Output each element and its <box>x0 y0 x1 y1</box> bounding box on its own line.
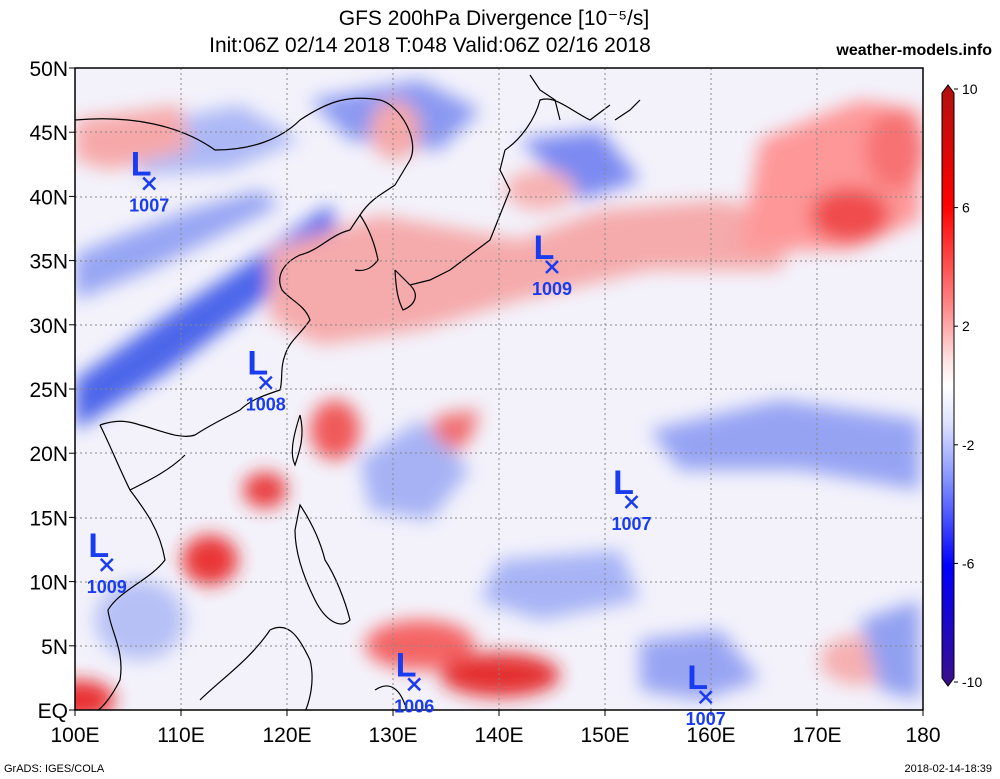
lon-tick-label: 120E <box>262 724 311 747</box>
lat-tick-label: 10N <box>29 572 68 595</box>
low-pressure-marker: L 1009 <box>532 229 572 299</box>
lat-tick-label: 45N <box>29 122 68 145</box>
low-letter: L <box>131 146 152 184</box>
credit-right: 2018-02-14-18:39 <box>904 763 992 775</box>
low-pressure-value: 1007 <box>611 514 651 534</box>
colorbar-tick-label: -6 <box>962 555 975 571</box>
lon-tick-label: 130E <box>368 724 417 747</box>
colorbar-labels: 10 6 2 -2 -6 -10 <box>954 81 982 690</box>
divergence-field <box>75 68 923 710</box>
site-label: weather-models.info <box>836 42 992 59</box>
low-pressure-value: 1006 <box>394 696 434 716</box>
credit-left: GrADS: IGES/COLA <box>4 763 105 775</box>
lon-tick-label: 110E <box>157 724 205 747</box>
low-letter: L <box>687 659 708 697</box>
colorbar <box>941 84 955 687</box>
low-center-mark <box>407 677 422 692</box>
lat-tick-label: 5N <box>41 636 68 659</box>
lat-tick-label: 35N <box>29 251 68 274</box>
low-pressure-value: 1007 <box>129 196 169 216</box>
lat-tick-label: EQ <box>38 700 68 723</box>
low-pressure-value: 1008 <box>246 395 286 415</box>
lon-tick-label: 140E <box>474 724 523 747</box>
colorbar-tick-label: 6 <box>962 200 970 216</box>
lat-tick-label: 25N <box>29 379 68 402</box>
map-title: GFS 200hPa Divergence [10⁻⁵/s] <box>338 7 650 30</box>
lon-tick-label: 100E <box>50 724 99 747</box>
low-letter: L <box>534 229 555 267</box>
low-pressure-value: 1007 <box>686 709 726 729</box>
low-pressure-marker: L 1008 <box>246 345 286 415</box>
coastlines <box>75 74 641 710</box>
low-center-mark <box>698 690 713 705</box>
low-letter: L <box>88 527 109 565</box>
colorbar-tick-label: -10 <box>962 674 982 690</box>
lon-tick-label: 180 <box>905 724 940 747</box>
lon-tick-label: 170E <box>792 724 841 747</box>
lat-tick-label: 30N <box>29 315 68 338</box>
pressure-lows: L 1007 L 1009 L 1008 L 1007 L 1009 L 1006 L 1007 <box>87 146 726 730</box>
low-center-mark <box>258 375 273 390</box>
lon-axis: 100E 110E 120E 130E 140E 150E 160E 170E 180 <box>50 724 940 747</box>
low-pressure-marker: L 1007 <box>129 146 169 216</box>
colorbar-tick-label: -2 <box>962 437 975 453</box>
colorbar-tick-label: 10 <box>962 81 978 97</box>
lat-tick-label: 50N <box>29 58 68 81</box>
gridlines <box>75 68 923 710</box>
lon-tick-label: 160E <box>686 724 735 747</box>
lat-tick-label: 15N <box>29 507 68 530</box>
low-center-mark <box>142 176 157 191</box>
low-pressure-marker: L 1007 <box>611 464 651 534</box>
lat-axis: EQ 5N 10N 15N 20N 25N 30N 35N 40N 45N 50N <box>29 58 68 723</box>
low-pressure-marker: L 1009 <box>87 527 127 597</box>
low-letter: L <box>396 646 417 684</box>
lat-tick-label: 20N <box>29 443 68 466</box>
low-pressure-marker: L 1006 <box>394 646 434 716</box>
low-pressure-value: 1009 <box>532 279 572 299</box>
low-letter: L <box>613 464 634 502</box>
lon-tick-label: 150E <box>580 724 629 747</box>
low-letter: L <box>247 345 268 383</box>
low-center-mark <box>99 558 114 572</box>
low-pressure-marker: L 1007 <box>686 659 726 729</box>
low-pressure-value: 1009 <box>87 577 127 597</box>
colorbar-tick-label: 2 <box>962 318 970 334</box>
low-center-mark <box>545 260 559 274</box>
map-subtitle: Init:06Z 02/14 2018 T:048 Valid:06Z 02/1… <box>209 34 651 57</box>
low-center-mark <box>624 495 639 509</box>
lat-tick-label: 40N <box>29 186 68 209</box>
